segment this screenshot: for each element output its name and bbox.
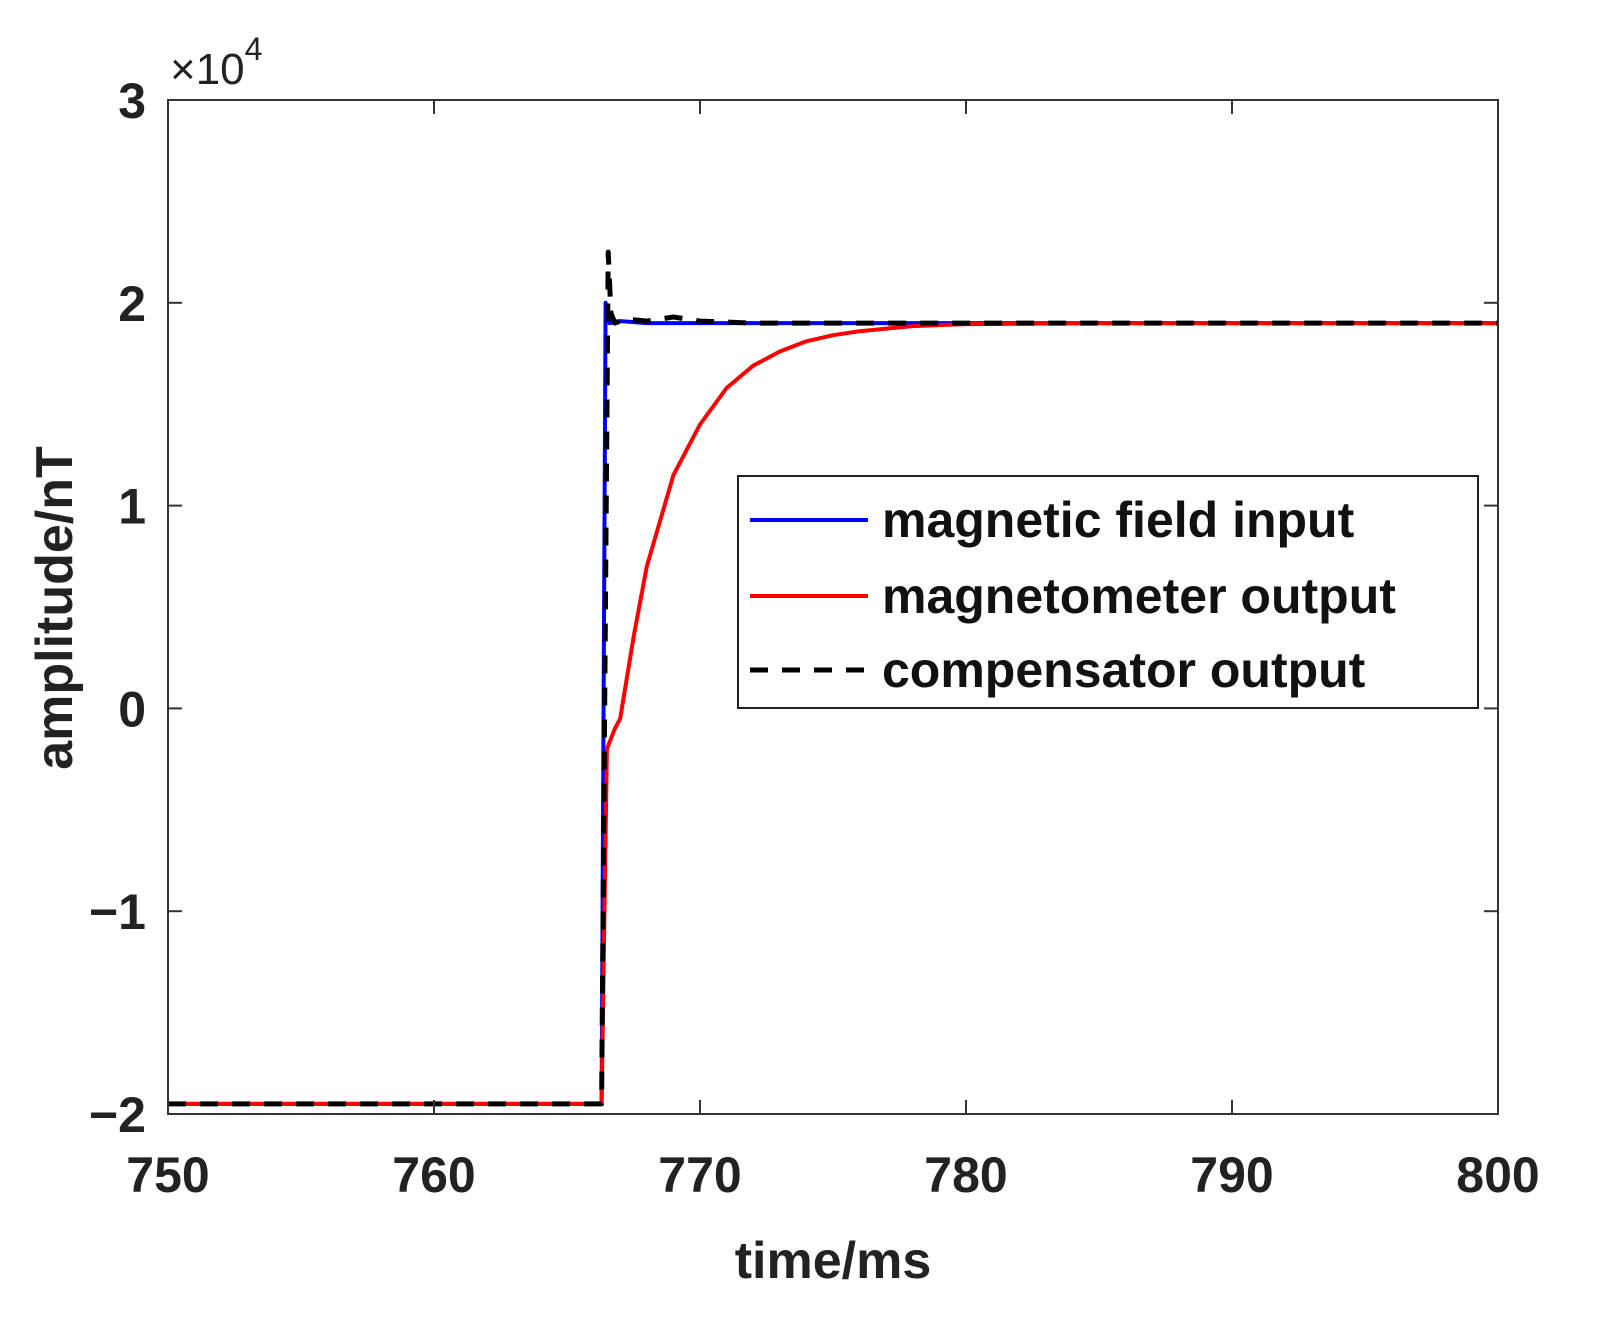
y-tick-label: −1 [89, 884, 146, 940]
plot-frame [167, 99, 1499, 1115]
x-tick-label: 780 [924, 1147, 1007, 1203]
axes-layer [167, 99, 1499, 1115]
series-line-compensator-output [168, 249, 1498, 1107]
legend-label: compensator output [882, 642, 1366, 698]
series-layer [168, 249, 1498, 1107]
y-tick-label: 3 [118, 73, 146, 129]
legend-label: magnetometer output [882, 568, 1396, 624]
x-tick-label: 800 [1456, 1147, 1539, 1203]
ticks-layer: 750 760 770 780 790 800 −2 −1 0 1 2 3 [89, 73, 1540, 1203]
y-exponent-label: ×104 [170, 31, 262, 94]
y-tick-label: −2 [89, 1087, 146, 1143]
series-line-magnetometer-output [168, 321, 1498, 1106]
y-axis-title: amplitude/nT [26, 446, 84, 770]
x-tick-label: 770 [658, 1147, 741, 1203]
x-tick-label: 750 [126, 1147, 209, 1203]
y-exponent-power: 4 [245, 31, 263, 67]
y-exponent-prefix: ×10 [170, 45, 245, 94]
y-tick-label: 1 [118, 479, 146, 535]
legend: magnetic field input magnetometer output c… [737, 475, 1479, 709]
y-tick-label: 2 [118, 276, 146, 332]
x-tick-label: 790 [1190, 1147, 1273, 1203]
legend-label: magnetic field input [882, 492, 1355, 548]
x-axis-title: time/ms [735, 1232, 932, 1290]
y-tick-label: 0 [118, 681, 146, 737]
x-tick-label: 760 [392, 1147, 475, 1203]
